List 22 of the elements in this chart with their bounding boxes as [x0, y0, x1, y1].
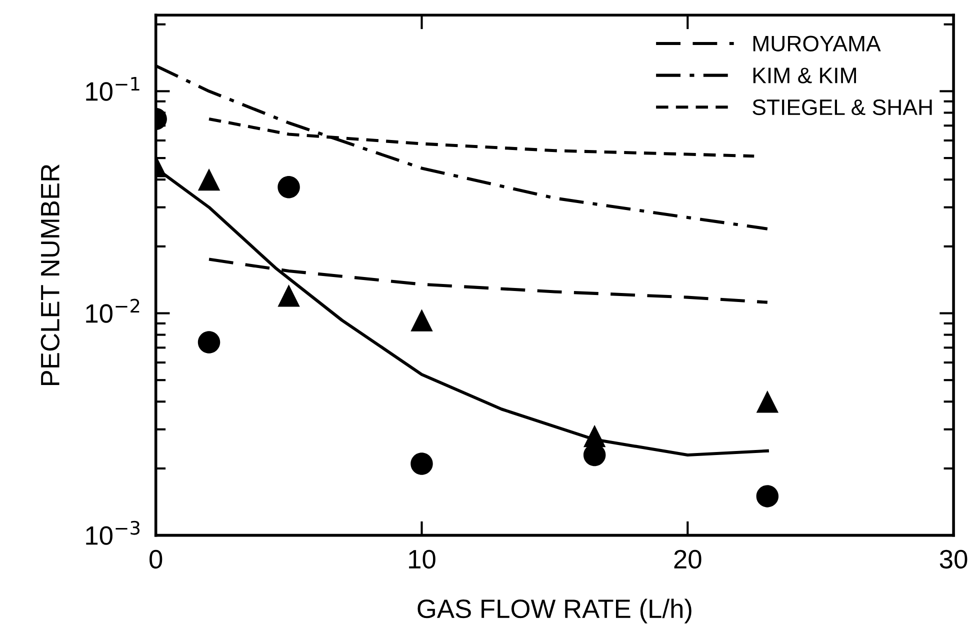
legend-label: KIM & KIM — [753, 68, 856, 84]
x-tick-label: 30 — [940, 550, 968, 569]
point — [410, 309, 433, 332]
x-axis-title: GAS FLOW RATE (L/h) — [418, 598, 692, 624]
point — [278, 284, 300, 307]
y-axis-title: PECLET NUMBER — [40, 164, 60, 386]
point — [198, 331, 220, 354]
point — [756, 485, 779, 508]
point — [756, 390, 779, 413]
legend-label: MUROYAMA — [753, 36, 881, 52]
line-series — [207, 117, 756, 158]
x-tick-label: 0 — [150, 550, 162, 569]
point — [198, 168, 220, 191]
y-tick-label: 10$^{−1}$ — [86, 77, 140, 101]
point — [583, 424, 606, 448]
x-tick-label: 10 — [409, 550, 436, 569]
legend-label: STIEGEL & SHAH — [752, 99, 932, 116]
point — [278, 176, 300, 198]
y-tick-label: 10$^{−2}$ — [86, 298, 140, 323]
x-tick-label: 20 — [674, 550, 702, 569]
y-tick-label: 10$^{−3}$ — [86, 520, 140, 545]
point — [410, 452, 433, 475]
